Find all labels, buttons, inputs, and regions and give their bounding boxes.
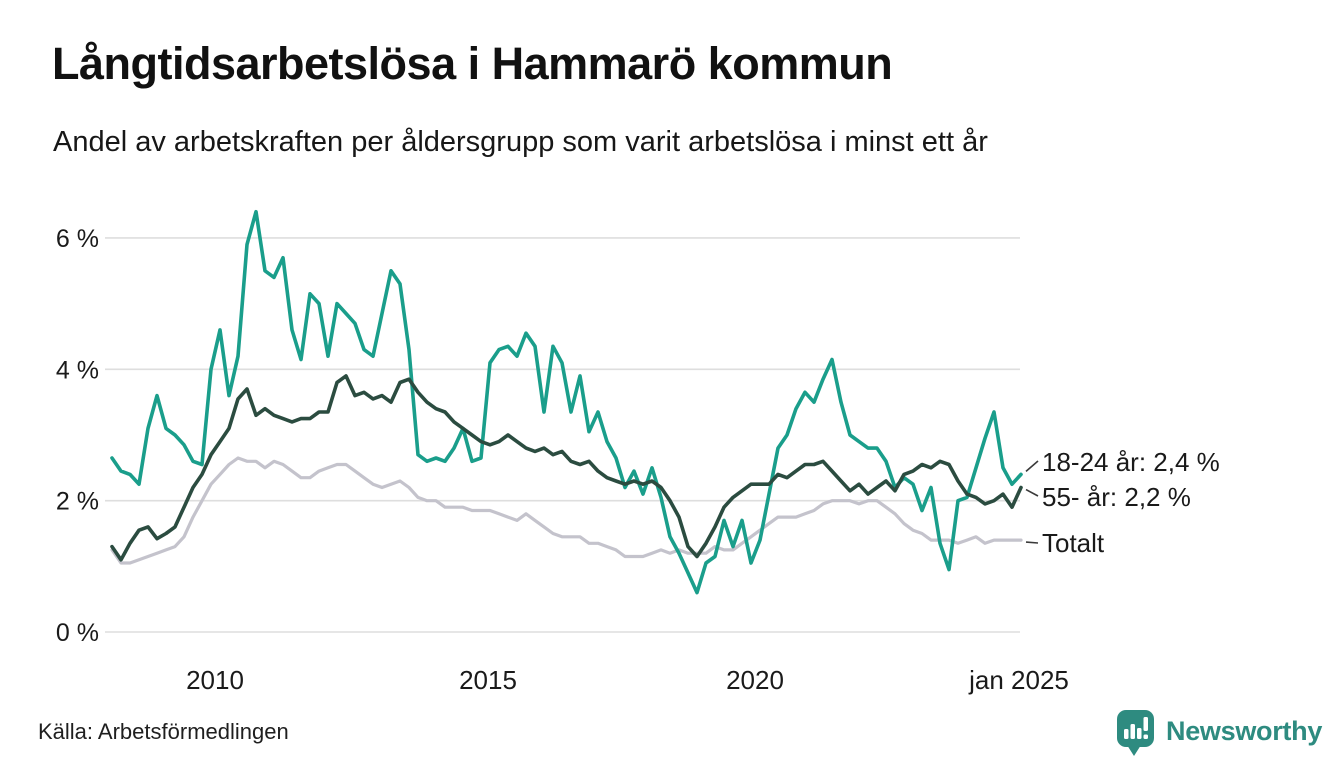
x-tick-label: 2010 xyxy=(186,665,244,695)
y-tick-label: 0 % xyxy=(56,619,99,647)
series-end-label-18-24: 18-24 år: 2,4 % xyxy=(1042,447,1220,477)
y-tick-label: 4 % xyxy=(56,356,99,384)
newsworthy-logo-icon xyxy=(1117,710,1154,756)
x-tick-label: 2020 xyxy=(726,665,784,695)
chart-title: Långtidsarbetslösa i Hammarö kommun xyxy=(52,38,893,89)
series-line-totalt xyxy=(110,456,1023,565)
y-tick-label: 2 % xyxy=(56,488,99,516)
chart-subtitle: Andel av arbetskraften per åldersgrupp s… xyxy=(53,126,988,158)
series-end-label-totalt: Totalt xyxy=(1042,528,1105,558)
series-end-label-55: 55- år: 2,2 % xyxy=(1042,482,1191,512)
series-line-18-24-ar xyxy=(110,209,1023,595)
x-tick-label: jan 2025 xyxy=(968,665,1069,695)
newsworthy-brand[interactable]: Newsworthy xyxy=(1113,705,1322,757)
newsworthy-wordmark: Newsworthy xyxy=(1166,715,1323,746)
x-tick-label: 2015 xyxy=(459,665,517,695)
y-tick-label: 6 % xyxy=(56,225,99,253)
label-connector xyxy=(1025,541,1039,544)
label-connector xyxy=(1025,460,1039,472)
series-line-55-ar xyxy=(110,374,1023,562)
label-connector xyxy=(1025,488,1039,497)
source-note: Källa: Arbetsförmedlingen xyxy=(38,719,289,744)
